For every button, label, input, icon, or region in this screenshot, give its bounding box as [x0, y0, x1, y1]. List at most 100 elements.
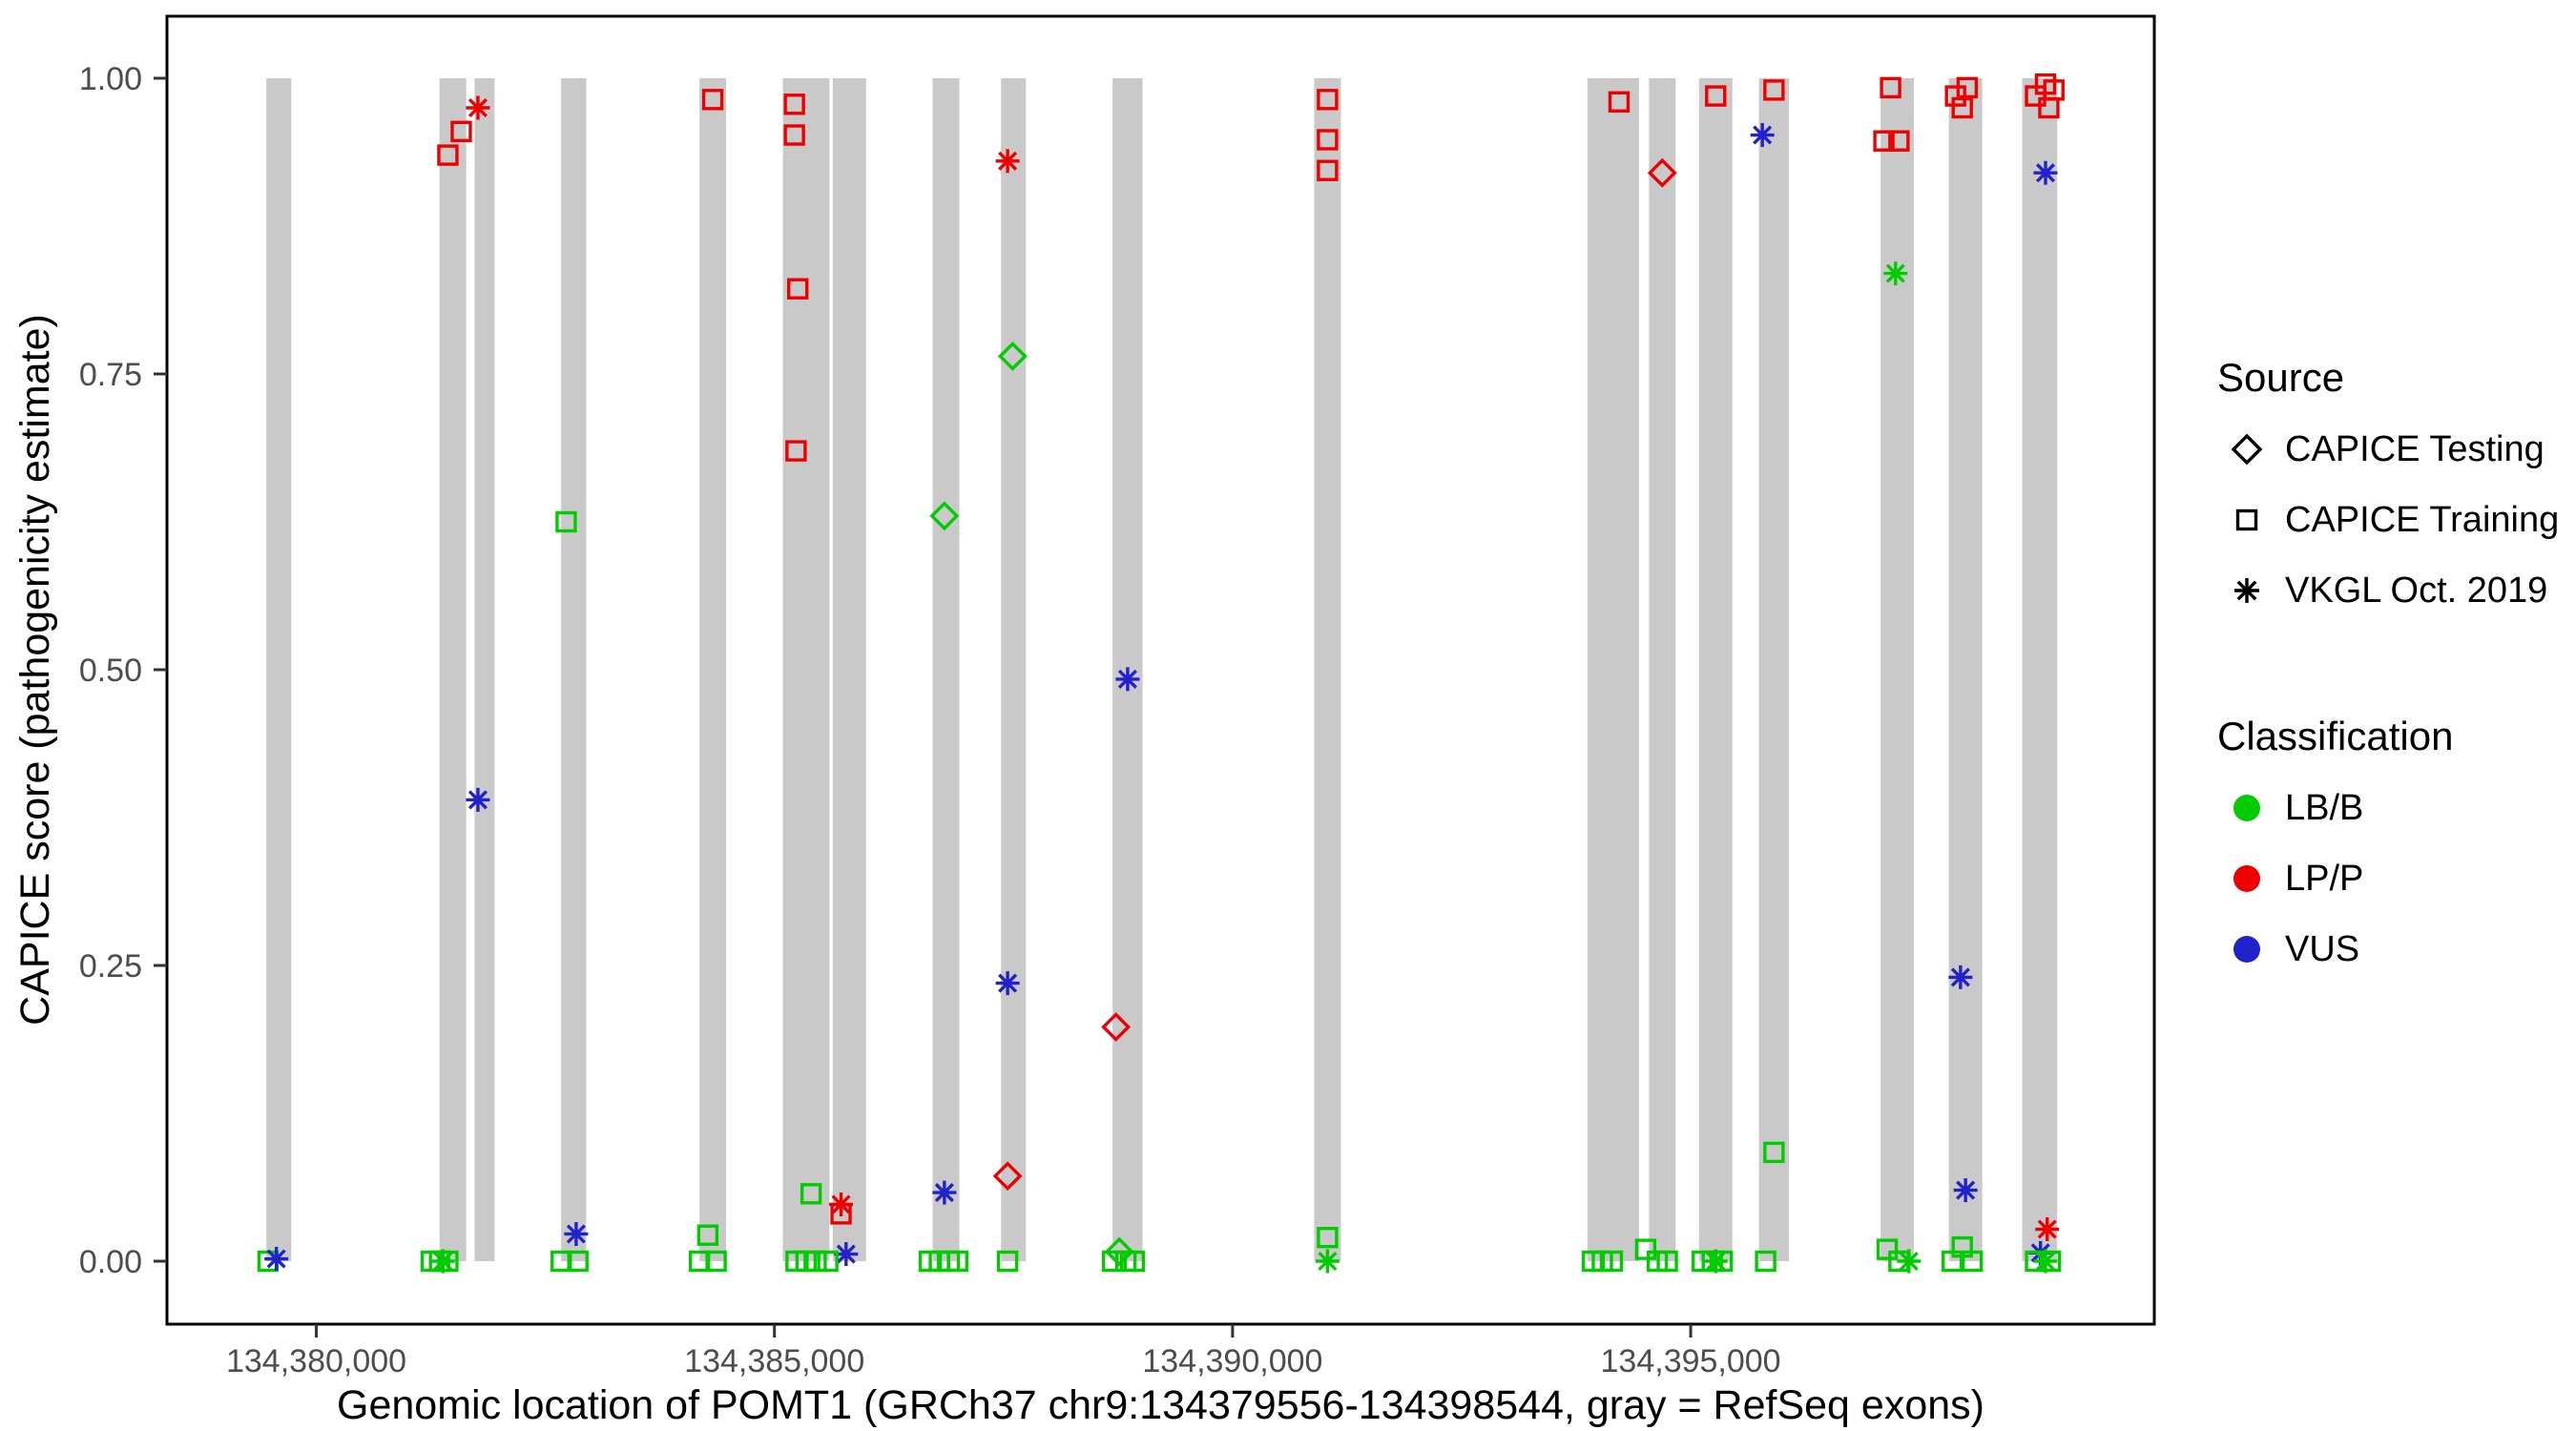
data-point-square [800, 1183, 822, 1205]
square-icon [2235, 508, 2258, 531]
legend-source-item-capice-training: CAPICE Training [2217, 485, 2570, 555]
x-tick-label: 134,380,000 [226, 1343, 406, 1379]
data-point-square [450, 120, 472, 143]
data-point-square [817, 1250, 839, 1273]
data-point-square [1880, 76, 1901, 99]
y-tick-label: 0.00 [79, 1244, 142, 1280]
legend-classification-item-lb-b: LB/B [2217, 773, 2570, 843]
dot-icon [2233, 936, 2260, 963]
data-point-square [2038, 96, 2060, 119]
legend-classification-title: Classification [2217, 714, 2454, 758]
dot-icon [2233, 865, 2260, 892]
legend-classification-item-lp-p: LP/P [2217, 843, 2570, 914]
refseq-exon-bar [1649, 78, 1676, 1261]
data-point-square [1705, 85, 1727, 107]
legend-item-label: CAPICE Testing [2285, 428, 2545, 469]
data-point-square [1763, 1141, 1785, 1164]
refseq-exon-bar [266, 78, 292, 1261]
x-axis-title: Genomic location of POMT1 (GRCh37 chr9:1… [337, 1382, 1984, 1428]
dot-icon [2233, 795, 2260, 821]
data-point-square [1601, 1250, 1624, 1273]
data-point-asterisk [1750, 123, 1775, 148]
data-point-square [1961, 1250, 1984, 1273]
data-point-square [1123, 1250, 1146, 1273]
data-point-asterisk [1953, 1178, 1978, 1203]
data-point-asterisk [564, 1221, 589, 1246]
refseq-exon-bar [474, 78, 495, 1261]
data-point-square [996, 1250, 1019, 1273]
data-point-square [1763, 79, 1785, 101]
data-point-diamond [1101, 1012, 1132, 1042]
refseq-exon-bar [1698, 78, 1733, 1261]
data-point-asterisk [2035, 1217, 2060, 1242]
data-point-asterisk [932, 1180, 957, 1205]
x-tick-label: 134,395,000 [1601, 1343, 1781, 1379]
data-point-asterisk [829, 1192, 854, 1216]
refseq-exon-bar [782, 78, 830, 1261]
legend-item-label: VUS [2285, 928, 2360, 969]
data-point-square [1956, 76, 1979, 99]
data-point-asterisk [2033, 160, 2058, 185]
data-point-asterisk [834, 1242, 859, 1267]
data-point-asterisk [2033, 1249, 2058, 1274]
diamond-icon [2231, 433, 2263, 466]
refseq-exon-bar [832, 78, 866, 1261]
legend-source-title: Source [2217, 355, 2345, 400]
data-point-diamond [1647, 157, 1677, 188]
data-point-asterisk [264, 1247, 289, 1272]
data-point-diamond [1104, 1236, 1134, 1267]
data-point-asterisk [995, 149, 1020, 174]
data-point-diamond [997, 341, 1028, 371]
asterisk-icon [2234, 578, 2259, 603]
refseq-exon-bar [1948, 78, 1983, 1261]
refseq-exon-bar [2022, 78, 2058, 1261]
data-point-square [1101, 1250, 1124, 1273]
data-point-diamond [992, 1161, 1023, 1192]
data-point-square [1317, 89, 1339, 111]
data-point-square [1873, 130, 1895, 152]
data-point-square [437, 144, 459, 166]
data-point-square [1317, 159, 1339, 181]
refseq-exon-bar [1758, 78, 1790, 1261]
data-point-square [783, 93, 805, 115]
data-point-asterisk [1703, 1249, 1728, 1274]
data-point-square [555, 510, 577, 533]
refseq-exon-bar [1314, 78, 1341, 1261]
data-point-asterisk [1315, 1249, 1340, 1274]
y-tick-label: 1.00 [79, 61, 142, 97]
refseq-exon-bar [1880, 78, 1915, 1261]
data-point-square [1876, 1238, 1899, 1260]
data-point-square [1755, 1250, 1776, 1273]
refseq-exon-bar [1587, 78, 1639, 1261]
data-point-square [1317, 1226, 1339, 1249]
y-axis-title: CAPICE score (pathogenicity estimate) [12, 314, 58, 1026]
legend-classification-item-vus: VUS [2217, 914, 2570, 985]
data-point-square [696, 1224, 719, 1246]
data-point-square [785, 440, 807, 462]
data-point-asterisk [466, 95, 490, 120]
refseq-exon-bar [561, 78, 587, 1261]
data-point-square [787, 278, 809, 300]
legend-item-label: LB/B [2285, 787, 2364, 828]
legend-source-item-vkgl-oct-2019: VKGL Oct. 2019 [2217, 555, 2570, 626]
data-point-square [705, 1250, 727, 1273]
refseq-exon-bar [439, 78, 467, 1261]
legend-classification-items: LB/B LP/P VUS [2217, 773, 2570, 985]
data-point-square [1951, 96, 1973, 119]
legend-item-label: CAPICE Training [2285, 499, 2560, 540]
data-point-asterisk [1883, 261, 1908, 286]
data-point-asterisk [1115, 667, 1140, 692]
x-tick-label: 134,385,000 [684, 1343, 864, 1379]
data-point-square [946, 1250, 968, 1273]
legend-source-item-capice-testing: CAPICE Testing [2217, 414, 2570, 485]
legend-item-label: LP/P [2285, 858, 2364, 899]
refseq-exon-bar [932, 78, 960, 1261]
refseq-exon-bar [1001, 78, 1027, 1261]
data-point-square [1656, 1250, 1678, 1273]
data-point-square [567, 1250, 589, 1273]
data-point-asterisk [430, 1249, 455, 1274]
y-tick-label: 0.50 [79, 653, 142, 689]
data-point-square [783, 124, 805, 146]
